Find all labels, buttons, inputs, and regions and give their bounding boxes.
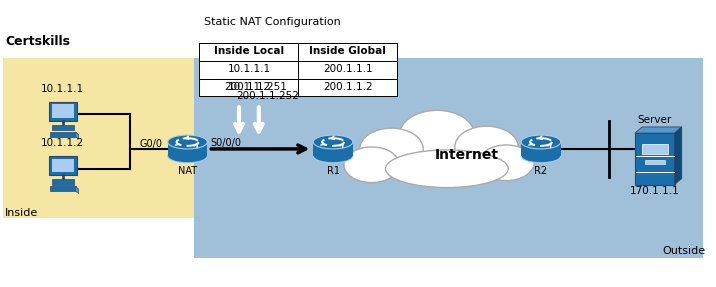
FancyBboxPatch shape [50,187,76,191]
Ellipse shape [168,135,208,149]
Ellipse shape [521,135,561,149]
FancyBboxPatch shape [521,142,561,156]
Ellipse shape [359,128,423,170]
FancyBboxPatch shape [52,179,74,185]
Text: Server: Server [638,115,672,125]
Polygon shape [76,132,79,139]
Text: S0/0/0: S0/0/0 [211,138,241,148]
Text: 10.1.1.2: 10.1.1.2 [41,138,84,148]
FancyBboxPatch shape [52,159,74,172]
Polygon shape [635,127,682,133]
FancyBboxPatch shape [49,102,77,121]
FancyBboxPatch shape [199,43,299,61]
FancyBboxPatch shape [299,79,397,96]
Text: G0/0: G0/0 [140,139,163,149]
FancyBboxPatch shape [645,160,664,164]
Ellipse shape [344,147,400,183]
Text: Static NAT Configuration: Static NAT Configuration [204,17,341,27]
FancyBboxPatch shape [52,125,74,131]
Ellipse shape [400,110,475,160]
Ellipse shape [313,135,353,149]
Text: Inside: Inside [5,208,39,218]
FancyBboxPatch shape [52,104,74,118]
FancyBboxPatch shape [195,58,703,258]
Ellipse shape [478,145,534,181]
Text: 200.1.1.252: 200.1.1.252 [236,92,299,101]
Ellipse shape [455,126,518,168]
Text: Inside Global: Inside Global [309,46,387,56]
FancyBboxPatch shape [313,142,353,156]
Text: 10.1.1.1: 10.1.1.1 [41,84,84,94]
Text: 200.1.1.1: 200.1.1.1 [323,64,373,74]
FancyBboxPatch shape [49,156,77,175]
Text: R2: R2 [534,166,548,176]
Text: 200.1.1.251: 200.1.1.251 [224,82,287,92]
Polygon shape [76,187,79,194]
Text: Inside Local: Inside Local [214,46,284,56]
Ellipse shape [385,150,508,188]
FancyBboxPatch shape [4,58,195,218]
Text: Internet: Internet [435,148,498,162]
Text: R1: R1 [326,166,339,176]
Text: NAT: NAT [178,166,197,176]
FancyBboxPatch shape [299,43,397,61]
Text: Certskills: Certskills [5,35,70,48]
Polygon shape [674,127,682,185]
Text: 10.1.1.2: 10.1.1.2 [227,82,271,92]
Ellipse shape [313,149,353,163]
Ellipse shape [521,149,561,163]
Text: 200.1.1.2: 200.1.1.2 [323,82,373,92]
FancyBboxPatch shape [50,132,76,137]
FancyBboxPatch shape [199,79,299,96]
FancyBboxPatch shape [642,144,667,154]
FancyBboxPatch shape [635,133,674,185]
Text: Outside: Outside [663,246,706,256]
Ellipse shape [168,149,208,163]
FancyBboxPatch shape [168,142,208,156]
FancyBboxPatch shape [299,61,397,79]
FancyBboxPatch shape [199,61,299,79]
Text: 10.1.1.1: 10.1.1.1 [227,64,271,74]
Text: 170.1.1.1: 170.1.1.1 [630,187,679,197]
